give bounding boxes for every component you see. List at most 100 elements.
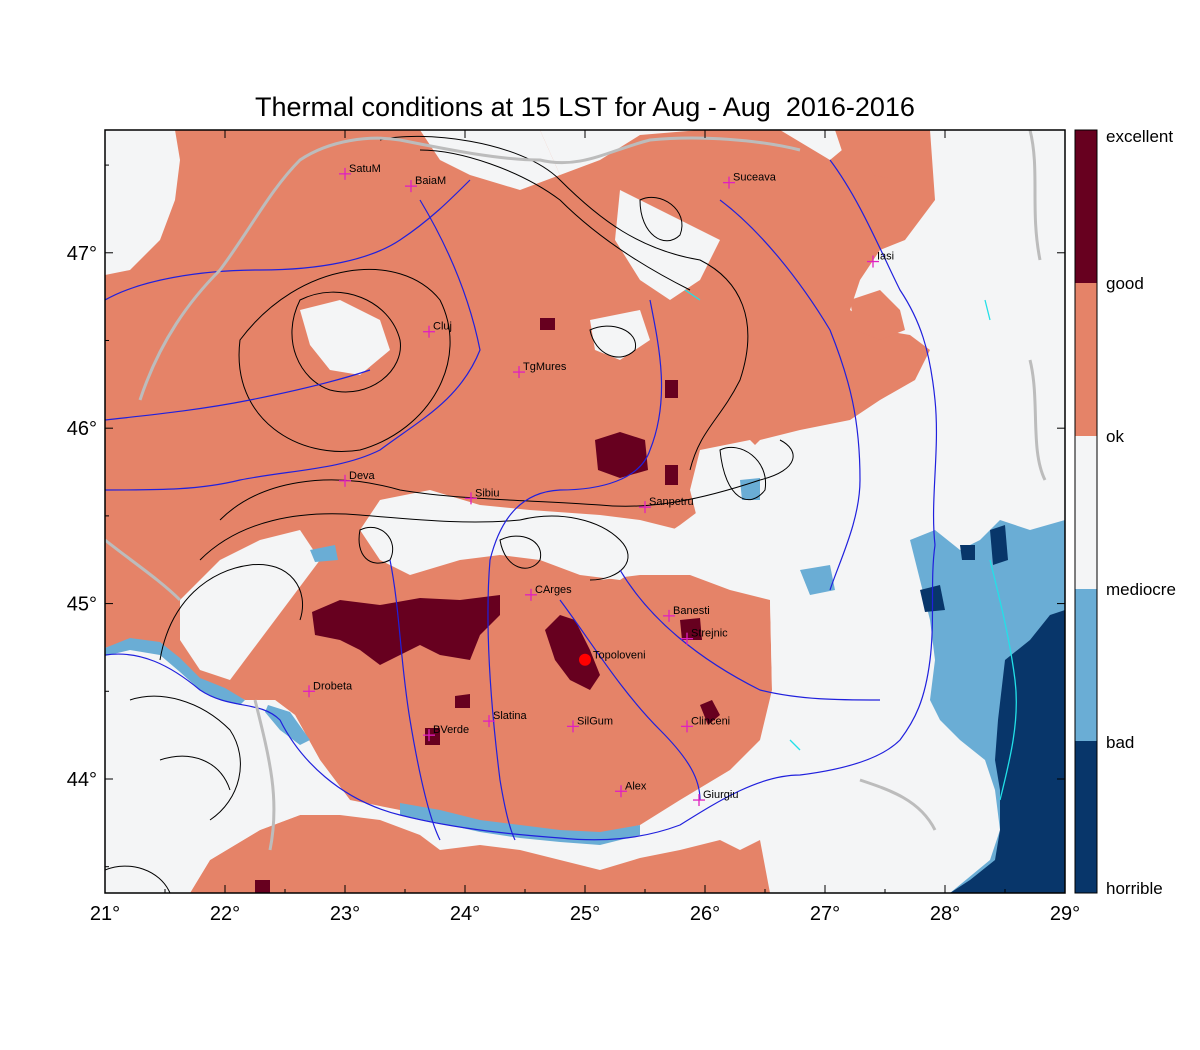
excellent-brasov <box>595 432 648 478</box>
city-label: Giurgiu <box>703 789 738 801</box>
x-tick-label: 21° <box>90 903 120 925</box>
city-label: Alex <box>625 780 647 792</box>
ok-class-islands <box>105 130 950 893</box>
colorbar-mediocre <box>1075 589 1097 741</box>
city-label: CArges <box>535 584 572 596</box>
x-tick-label: 22° <box>210 903 240 925</box>
ok-island-banat <box>180 530 320 680</box>
city-marker: Cluj <box>423 321 452 338</box>
lakes-coast <box>684 289 1017 801</box>
national-border <box>105 130 1047 851</box>
city-label: Clinceni <box>691 715 730 727</box>
city-marker: Clinceni <box>681 715 730 733</box>
city-label: Suceava <box>733 172 777 184</box>
city-marker: Sanpetru <box>639 496 694 514</box>
city-marker: BaiaM <box>405 175 446 193</box>
city-marker: Deva <box>339 470 376 487</box>
excellent-oltenia-north <box>312 595 500 665</box>
ok-island-curvature <box>690 440 780 540</box>
excellent-spot-sanpetru <box>665 465 678 485</box>
x-tick-label: 25° <box>570 903 600 925</box>
bad-delta-spot2 <box>990 525 1008 565</box>
city-label: SatuM <box>349 163 381 175</box>
excellent-spot-clinceni <box>700 700 720 725</box>
colorbar-label-excellent: excellent <box>1106 127 1173 146</box>
good-region-e-patch <box>850 290 905 340</box>
mediocre-danube-sw <box>105 638 245 705</box>
river-siret <box>719 199 861 591</box>
x-tick-label: 26° <box>690 903 720 925</box>
city-marker: SilGum <box>567 715 613 733</box>
colorbar-label-good: good <box>1106 274 1144 293</box>
highlight-label: Topoloveni <box>593 650 646 662</box>
colorbar-label-bad: bad <box>1106 733 1134 752</box>
river-prut <box>829 159 938 546</box>
city-label: TgMures <box>523 361 567 373</box>
mediocre-east-spot <box>800 565 835 595</box>
city-marker: SatuM <box>339 163 381 180</box>
bad-delta-spot3 <box>960 545 975 560</box>
city-marker: CArges <box>525 584 572 601</box>
colorbar-label-mediocre: mediocre <box>1106 580 1176 599</box>
mediocre-carp-spot <box>740 478 760 500</box>
river-ialomita <box>619 569 881 701</box>
city-label: Deva <box>349 470 376 482</box>
rivers <box>105 159 938 841</box>
ok-island-north <box>420 130 560 190</box>
x-tick-label: 23° <box>330 903 360 925</box>
city-marker: Banesti <box>663 605 710 622</box>
city-label: Slatina <box>493 710 528 722</box>
river-somes <box>105 179 471 301</box>
excellent-spot-east <box>665 380 678 398</box>
colorbar-label-ok: ok <box>1106 427 1124 446</box>
river-danube <box>105 544 936 841</box>
city-label: SilGum <box>577 715 613 727</box>
city-label: Sanpetru <box>649 496 694 508</box>
excellent-arges <box>545 615 600 690</box>
x-tick-label: 29° <box>1050 903 1080 925</box>
city-label: Drobeta <box>313 680 353 692</box>
excellent-spot-tgmures <box>540 318 555 330</box>
city-marker: Iasi <box>867 251 894 268</box>
map-title: Thermal conditions at 15 LST for Aug - A… <box>255 92 915 122</box>
city-marker: Suceava <box>723 172 777 189</box>
city-label: Sibiu <box>475 487 499 499</box>
city-marker: Drobeta <box>303 680 353 698</box>
bad-black-sea <box>950 610 1065 893</box>
city-label: Iasi <box>877 251 894 263</box>
y-tick-label: 45° <box>67 594 97 616</box>
excellent-spot-south <box>255 880 270 893</box>
good-region-main <box>105 130 935 835</box>
ok-island-dobrogea <box>770 760 950 893</box>
mediocre-carp-spot2 <box>310 545 338 562</box>
excellent-class-regions <box>255 318 720 893</box>
city-label: Strejnic <box>691 628 728 640</box>
ok-island-eastcarp <box>615 190 720 300</box>
city-marker: BVerde <box>423 724 469 742</box>
highlight-point: Topoloveni <box>579 650 646 666</box>
colorbar: excellent good ok mediocre bad horrible <box>1074 127 1176 898</box>
excellent-spot-strejnic <box>680 618 702 640</box>
colorbar-bad <box>1075 741 1097 893</box>
y-tick-label: 44° <box>67 769 97 791</box>
city-label: BVerde <box>433 724 469 736</box>
excellent-spot-slatina <box>455 694 470 708</box>
y-tick-label: 47° <box>67 243 97 265</box>
ok-island-nw <box>105 130 180 275</box>
city-label: Banesti <box>673 605 710 617</box>
river-olt <box>487 299 663 841</box>
x-tick-label: 28° <box>930 903 960 925</box>
colorbar-good <box>1075 283 1097 436</box>
ok-island-sw <box>105 640 350 893</box>
mediocre-danube-iron <box>265 705 310 745</box>
city-marker: Strejnic <box>681 628 728 645</box>
city-marker: Giurgiu <box>693 789 738 807</box>
ok-island-fagaras <box>360 490 680 580</box>
good-region-south-strip <box>190 815 770 893</box>
city-label: Cluj <box>433 321 452 333</box>
map-content <box>105 130 1065 893</box>
city-marker: Sibiu <box>465 487 499 505</box>
good-class-regions <box>105 130 980 893</box>
river-mures <box>105 199 481 491</box>
